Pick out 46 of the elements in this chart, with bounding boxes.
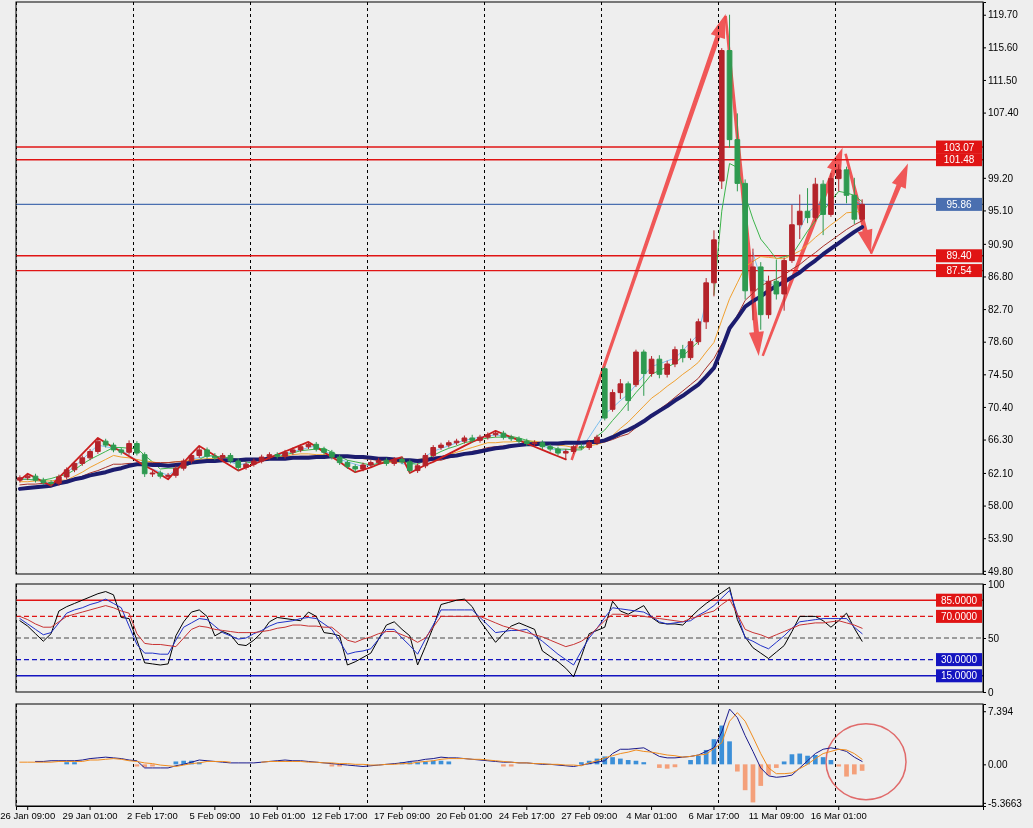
y-tick-label: 99.20 — [988, 172, 1014, 184]
x-tick-label: 24 Feb 17:00 — [498, 809, 555, 821]
y-tick-label: 0 — [988, 686, 994, 698]
x-tick-label: 11 Mar 09:00 — [748, 809, 804, 821]
ref-line-label: 85.0000 — [940, 594, 978, 606]
x-tick-label: 4 Mar 01:00 — [626, 809, 677, 821]
y-tick-label: 107.40 — [988, 107, 1020, 119]
ref-line-label: 30.0000 — [940, 654, 978, 666]
y-tick-label: 82.70 — [988, 303, 1014, 315]
y-tick-label: 62.10 — [988, 467, 1014, 479]
y-tick-label: 95.10 — [988, 205, 1014, 217]
x-tick-label: 5 Feb 09:00 — [189, 809, 241, 821]
y-tick-label: 100 — [988, 578, 1006, 590]
ref-line-label: 95.86 — [946, 198, 972, 210]
y-tick-label: 86.80 — [988, 271, 1014, 283]
y-tick-label: 115.60 — [988, 42, 1019, 54]
y-tick-label: 7.394 — [988, 705, 1014, 717]
ref-line-label: 89.40 — [946, 250, 972, 262]
y-tick-label: 74.50 — [988, 369, 1014, 381]
ref-line-label: 103.07 — [943, 141, 975, 153]
x-tick-label: 2 Feb 17:00 — [127, 809, 178, 821]
x-tick-label: 12 Feb 17:00 — [311, 809, 368, 821]
x-tick-label: 16 Mar 01:00 — [810, 809, 867, 821]
y-tick-label: 66.30 — [988, 434, 1014, 446]
y-tick-label: 49.80 — [988, 565, 1014, 577]
x-tick-label: 6 Mar 17:00 — [688, 809, 740, 821]
x-tick-label: 26 Jan 09:00 — [0, 809, 56, 821]
ref-line-label: 15.0000 — [940, 670, 978, 682]
y-tick-label: 111.50 — [988, 74, 1018, 86]
y-tick-label: 78.60 — [988, 336, 1014, 348]
x-tick-label: 10 Feb 01:00 — [249, 809, 306, 821]
y-tick-label: 70.40 — [988, 401, 1014, 413]
x-tick-label: 17 Feb 09:00 — [374, 809, 431, 821]
x-tick-label: 27 Feb 09:00 — [561, 809, 618, 821]
y-tick-label: 119.70 — [988, 9, 1019, 21]
ref-line-label: 101.48 — [943, 154, 975, 166]
ref-line-label: 70.0000 — [940, 610, 978, 622]
y-tick-label: 58.00 — [988, 500, 1014, 512]
y-tick-label: -5.3663 — [988, 797, 1023, 809]
y-tick-label: 0.00 — [988, 759, 1008, 771]
y-tick-label: 53.90 — [988, 532, 1014, 544]
x-tick-label: 20 Feb 01:00 — [436, 809, 493, 821]
y-tick-label: 50 — [988, 632, 1000, 644]
x-tick-label: 29 Jan 01:00 — [62, 809, 118, 821]
ref-line-label: 87.54 — [946, 265, 972, 277]
y-tick-label: 90.90 — [988, 238, 1014, 250]
